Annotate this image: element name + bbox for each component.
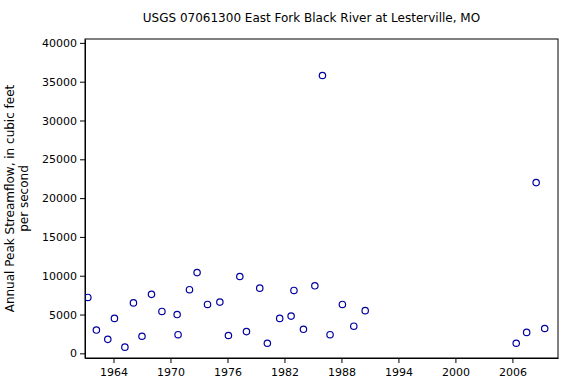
y-tick: 30000 bbox=[42, 115, 85, 128]
point bbox=[327, 332, 333, 338]
x-tick-mark bbox=[512, 358, 513, 363]
x-tick-mark bbox=[341, 358, 342, 363]
point bbox=[291, 287, 297, 293]
x-tick-label: 2000 bbox=[442, 366, 470, 379]
y-tick-label: 25000 bbox=[42, 153, 77, 166]
y-tick-mark bbox=[80, 159, 85, 160]
x-tick: 1970 bbox=[157, 358, 185, 379]
y-tick-label: 40000 bbox=[42, 37, 77, 50]
y-tick-label: 10000 bbox=[42, 270, 77, 283]
y-tick: 15000 bbox=[42, 231, 85, 244]
y-tick-mark bbox=[80, 315, 85, 316]
y-tick-mark bbox=[80, 82, 85, 83]
y-tick-mark bbox=[80, 120, 85, 121]
point bbox=[204, 301, 210, 307]
x-tick-mark bbox=[113, 358, 114, 363]
plot-frame bbox=[85, 39, 558, 358]
x-tick: 1982 bbox=[271, 358, 299, 379]
point bbox=[277, 315, 283, 321]
x-tick: 1976 bbox=[214, 358, 242, 379]
x-tick-label: 1970 bbox=[157, 366, 185, 379]
point bbox=[288, 313, 294, 319]
x-tick-label: 1976 bbox=[214, 366, 242, 379]
point bbox=[237, 273, 243, 279]
x-tick-mark bbox=[398, 358, 399, 363]
y-tick: 5000 bbox=[49, 309, 85, 322]
point bbox=[148, 291, 154, 297]
point bbox=[93, 327, 99, 333]
y-axis-title-line: Annual Peak Streamflow, in cubic feet bbox=[3, 84, 17, 312]
point bbox=[362, 307, 368, 313]
y-tick-label: 15000 bbox=[42, 231, 77, 244]
point bbox=[194, 269, 200, 275]
y-tick-mark bbox=[80, 353, 85, 354]
points bbox=[85, 72, 548, 350]
point bbox=[175, 332, 181, 338]
y-axis-title: Annual Peak Streamflow, in cubic feetper… bbox=[3, 84, 31, 312]
y-tick: 20000 bbox=[42, 192, 85, 205]
point bbox=[217, 299, 223, 305]
y-tick-label: 30000 bbox=[42, 115, 77, 128]
point bbox=[513, 340, 519, 346]
y-axis: 0 5000 10000 15000 20000 25000 30000 35000 40000 bbox=[42, 37, 86, 360]
y-tick: 40000 bbox=[42, 37, 85, 50]
x-tick: 1988 bbox=[328, 358, 356, 379]
point bbox=[542, 325, 548, 331]
x-tick: 1964 bbox=[100, 358, 128, 379]
x-tick: 1994 bbox=[385, 358, 413, 379]
y-tick-label: 0 bbox=[70, 347, 77, 360]
y-tick: 35000 bbox=[42, 76, 85, 89]
point bbox=[264, 340, 270, 346]
x-tick-mark bbox=[455, 358, 456, 363]
x-tick-mark bbox=[227, 358, 228, 363]
title: USGS 07061300 East Fork Black River at L… bbox=[143, 11, 480, 25]
point bbox=[105, 336, 111, 342]
y-axis-title-line: per second bbox=[17, 165, 31, 232]
x-tick-label: 1964 bbox=[100, 366, 128, 379]
y-tick: 0 bbox=[70, 347, 85, 360]
y-tick-label: 5000 bbox=[49, 309, 77, 322]
x-tick: 2006 bbox=[499, 358, 527, 379]
point bbox=[111, 315, 117, 321]
x-tick-label: 1982 bbox=[271, 366, 299, 379]
x-tick-mark bbox=[170, 358, 171, 363]
point bbox=[130, 300, 136, 306]
point bbox=[523, 329, 529, 335]
point bbox=[351, 323, 357, 329]
x-axis: 1964 1970 1976 1982 1988 1994 2000 2006 bbox=[86, 358, 559, 379]
point bbox=[257, 285, 263, 291]
y-tick-mark bbox=[80, 43, 85, 44]
x-tick-label: 1994 bbox=[385, 366, 413, 379]
point bbox=[85, 294, 91, 300]
y-tick: 25000 bbox=[42, 153, 85, 166]
x-tick: 2000 bbox=[442, 358, 470, 379]
point bbox=[339, 301, 345, 307]
point bbox=[139, 333, 145, 339]
x-tick-mark bbox=[284, 358, 285, 363]
point bbox=[300, 326, 306, 332]
y-tick-mark bbox=[80, 237, 85, 238]
y-tick: 10000 bbox=[42, 270, 85, 283]
point bbox=[225, 332, 231, 338]
y-tick-label: 20000 bbox=[42, 192, 77, 205]
y-tick-mark bbox=[80, 276, 85, 277]
point bbox=[174, 311, 180, 317]
point bbox=[533, 179, 539, 185]
x-tick-label: 1988 bbox=[328, 366, 356, 379]
y-tick-mark bbox=[80, 198, 85, 199]
point bbox=[243, 328, 249, 334]
point bbox=[312, 283, 318, 289]
point bbox=[159, 308, 165, 314]
point bbox=[186, 286, 192, 292]
point bbox=[319, 72, 325, 78]
x-tick-label: 2006 bbox=[499, 366, 527, 379]
y-tick-label: 35000 bbox=[42, 76, 77, 89]
point bbox=[122, 344, 128, 350]
chart: USGS 07061300 East Fork Black River at L… bbox=[0, 0, 576, 384]
